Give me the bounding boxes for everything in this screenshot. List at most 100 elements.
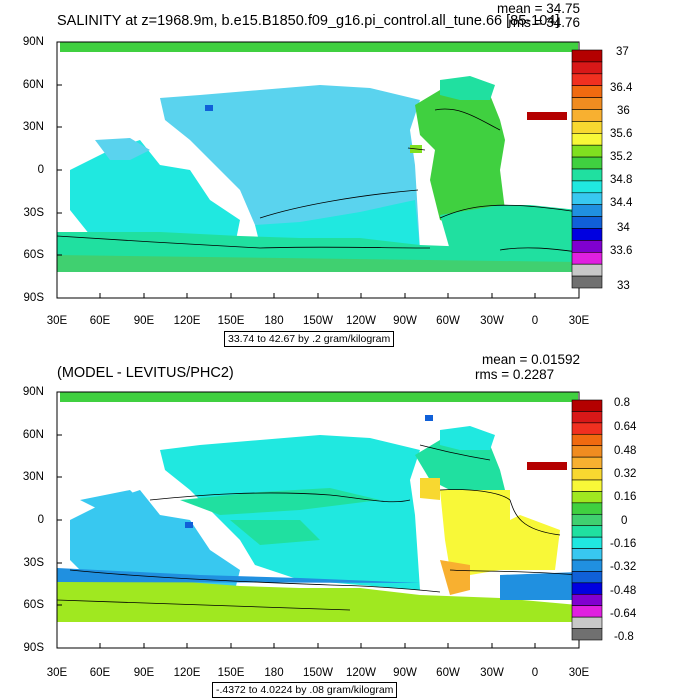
lon-label: 0 [531, 315, 539, 327]
colorbar-swatch [571, 628, 603, 641]
colorbar-swatch [571, 491, 603, 504]
colorbar-label: 34.8 [610, 174, 633, 186]
panel-2-mean: mean = 0.01592 [482, 352, 580, 367]
lat-label: 60S [23, 249, 44, 261]
colorbar-swatch [571, 479, 603, 492]
panel-1-rms: rms = 34.76 [508, 15, 580, 30]
panel-2-contour-info: -.4372 to 4.0224 by .08 gram/kilogram [212, 682, 398, 698]
colorbar-swatch [571, 525, 603, 538]
colorbar-swatch [571, 582, 603, 595]
panel-1-colorbar [571, 49, 603, 289]
lon-label: 30E [568, 667, 590, 679]
colorbar-label: 34.4 [610, 197, 633, 209]
lon-label: 90E [133, 315, 155, 327]
lon-label: 150E [217, 315, 245, 327]
colorbar-swatch [571, 536, 603, 549]
lat-label: 90S [23, 642, 44, 654]
colorbar-label: 36.4 [610, 82, 633, 94]
colorbar-label: 0.8 [614, 397, 630, 409]
lon-label: 90E [133, 667, 155, 679]
lon-label: 120E [173, 667, 201, 679]
colorbar-swatch [571, 411, 603, 424]
colorbar-label: -0.32 [610, 561, 637, 573]
lat-label: 60S [23, 599, 44, 611]
lon-label: 30E [46, 667, 68, 679]
lat-label: 30N [22, 121, 44, 133]
colorbar-swatch [571, 433, 603, 447]
colorbar-label: 0.32 [614, 468, 637, 480]
colorbar-swatch [571, 593, 603, 607]
panel-2-colorbar [571, 399, 603, 641]
colorbar-swatch [571, 605, 603, 618]
lat-label: 30S [23, 557, 44, 569]
lon-label: 90W [393, 667, 417, 679]
lon-label: 150E [217, 667, 245, 679]
panel-2-contours [56, 444, 579, 611]
lat-label: 90N [22, 36, 44, 48]
lon-label: 60E [89, 315, 111, 327]
panel-2-rms: rms = 0.2287 [475, 367, 555, 382]
colorbar-swatch [571, 275, 603, 289]
lon-label: 30W [480, 315, 504, 327]
lon-label: 60W [436, 667, 460, 679]
panel-2-title: (MODEL - LEVITUS/PHC2) [57, 365, 234, 381]
panel-2-ticks [56, 391, 580, 649]
lon-label: 180 [264, 315, 284, 327]
colorbar-swatch [571, 616, 603, 629]
colorbar-label: 35.6 [610, 128, 633, 140]
panel-1-mean: mean = 34.75 [497, 1, 580, 16]
lon-label: 120W [345, 315, 377, 327]
lat-label: 90S [23, 292, 44, 304]
lon-label: 0 [531, 667, 539, 679]
colorbar-swatch [571, 502, 603, 515]
lat-label: 30S [23, 207, 44, 219]
lat-label: 30N [22, 471, 44, 483]
colorbar-swatch [571, 559, 603, 572]
colorbar-swatch [571, 445, 603, 458]
panel-1-contour-info: 33.74 to 42.67 by .2 gram/kilogram [224, 331, 395, 347]
colorbar-label: 35.2 [610, 151, 633, 163]
colorbar-swatch [571, 571, 603, 584]
panel-2-ocean-fields [57, 392, 578, 622]
colorbar-label: 33 [617, 280, 630, 292]
colorbar-label: -0.48 [610, 585, 637, 597]
lon-label: 30E [568, 315, 590, 327]
colorbar-label: 0.16 [614, 491, 637, 503]
lat-label: 60N [22, 429, 44, 441]
colorbar-swatch [571, 548, 603, 561]
colorbar-label: 0 [621, 515, 628, 527]
lon-label: 120W [345, 667, 377, 679]
panel-1-title: SALINITY at z=1968.9m, b.e15.B1850.f09_g… [57, 13, 560, 29]
lon-label: 30W [480, 667, 504, 679]
lon-label: 120E [173, 315, 201, 327]
lat-label: 0 [37, 514, 44, 526]
colorbar-label: -0.8 [614, 631, 634, 643]
panel-1-contours [56, 108, 579, 253]
colorbar-label: 36 [617, 105, 630, 117]
lon-label: 60W [436, 315, 460, 327]
colorbar-swatch [571, 468, 603, 481]
colorbar-label: 0.48 [614, 445, 637, 457]
colorbar-swatch [571, 399, 603, 412]
panel-1-ocean-fields [57, 42, 578, 272]
lon-label: 150W [302, 315, 334, 327]
lon-label: 150W [302, 667, 334, 679]
colorbar-swatch [571, 456, 603, 469]
panel-1-map [56, 41, 603, 299]
lon-label: 180 [264, 667, 284, 679]
colorbar-label: -0.64 [610, 608, 637, 620]
colorbar-label: 37 [616, 46, 629, 58]
colorbar-label: 34 [617, 222, 630, 234]
colorbar-swatch [571, 513, 603, 527]
colorbar-label: 0.64 [614, 421, 637, 433]
panel-1-ticks [56, 41, 580, 299]
lat-label: 90N [22, 386, 44, 398]
lon-label: 90W [393, 315, 417, 327]
lat-label: 0 [37, 164, 44, 176]
colorbar-label: -0.16 [610, 538, 637, 550]
colorbar-label: 33.6 [610, 245, 633, 257]
lat-label: 60N [22, 79, 44, 91]
colorbar-swatch [571, 422, 603, 435]
lon-label: 60E [89, 667, 111, 679]
